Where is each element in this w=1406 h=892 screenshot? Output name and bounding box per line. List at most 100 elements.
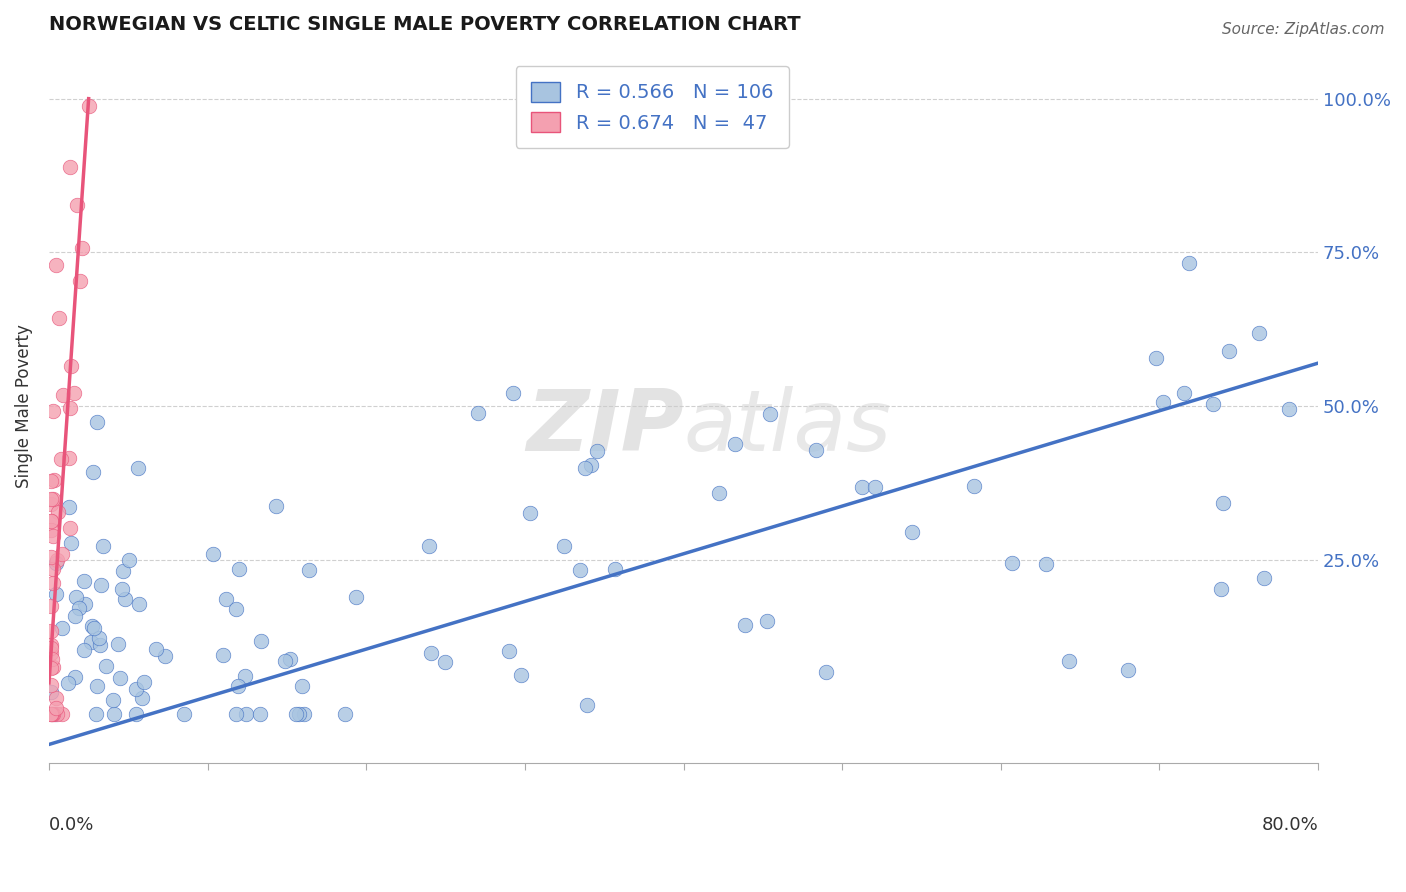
Point xyxy=(39,514,62,528)
Point xyxy=(48,311,70,326)
Point xyxy=(107,637,129,651)
Point xyxy=(1253,571,1275,585)
Point xyxy=(901,525,924,540)
Point xyxy=(39,492,62,507)
Point xyxy=(45,259,67,273)
Point xyxy=(41,652,63,666)
Point xyxy=(124,706,146,721)
Point xyxy=(603,561,626,575)
Text: 80.0%: 80.0% xyxy=(1261,816,1319,834)
Point xyxy=(1173,385,1195,400)
Point xyxy=(65,590,87,604)
Point xyxy=(86,679,108,693)
Point xyxy=(51,451,73,466)
Point xyxy=(39,706,62,721)
Point xyxy=(42,659,65,673)
Point xyxy=(420,646,443,660)
Point xyxy=(77,99,100,113)
Point xyxy=(42,576,65,591)
Point xyxy=(94,659,117,673)
Point xyxy=(39,638,62,652)
Point xyxy=(112,564,135,578)
Point xyxy=(59,160,82,174)
Point xyxy=(1247,326,1270,341)
Point xyxy=(101,693,124,707)
Point xyxy=(586,444,609,458)
Point xyxy=(63,385,86,400)
Point xyxy=(274,654,297,668)
Point xyxy=(1278,401,1301,416)
Point xyxy=(434,656,457,670)
Point xyxy=(574,461,596,475)
Point xyxy=(228,562,250,576)
Point xyxy=(335,706,357,721)
Point xyxy=(114,592,136,607)
Point xyxy=(65,609,87,624)
Point xyxy=(519,507,541,521)
Point xyxy=(110,671,132,685)
Point xyxy=(509,667,531,681)
Point xyxy=(291,679,314,693)
Point xyxy=(39,624,62,639)
Point xyxy=(45,700,67,714)
Text: NORWEGIAN VS CELTIC SINGLE MALE POVERTY CORRELATION CHART: NORWEGIAN VS CELTIC SINGLE MALE POVERTY … xyxy=(49,15,800,34)
Point xyxy=(235,706,257,721)
Point xyxy=(131,690,153,705)
Text: atlas: atlas xyxy=(683,386,891,469)
Point xyxy=(1201,397,1223,411)
Point xyxy=(225,602,247,616)
Point xyxy=(58,450,80,465)
Point xyxy=(118,552,141,566)
Point xyxy=(418,540,440,554)
Point xyxy=(226,679,249,693)
Point xyxy=(553,539,575,553)
Point xyxy=(45,587,67,601)
Point xyxy=(215,591,238,606)
Point xyxy=(51,621,73,635)
Point xyxy=(42,562,65,576)
Point xyxy=(45,556,67,570)
Point xyxy=(39,474,62,488)
Point xyxy=(284,706,307,721)
Point xyxy=(80,635,103,649)
Point xyxy=(73,574,96,588)
Point xyxy=(63,670,86,684)
Point xyxy=(59,359,82,373)
Point xyxy=(70,241,93,255)
Point xyxy=(851,480,873,494)
Point xyxy=(575,698,598,712)
Point xyxy=(498,644,520,658)
Text: ZIP: ZIP xyxy=(526,386,683,469)
Point xyxy=(804,442,827,457)
Point xyxy=(1035,557,1057,571)
Point xyxy=(734,618,756,632)
Point xyxy=(145,642,167,657)
Legend: R = 0.566   N = 106, R = 0.674   N =  47: R = 0.566 N = 106, R = 0.674 N = 47 xyxy=(516,66,789,148)
Point xyxy=(344,590,367,604)
Point xyxy=(173,706,195,721)
Point xyxy=(211,648,233,662)
Point xyxy=(39,523,62,537)
Point xyxy=(69,274,91,288)
Point xyxy=(111,582,134,596)
Text: 0.0%: 0.0% xyxy=(49,816,94,834)
Point xyxy=(709,486,731,500)
Point xyxy=(46,505,69,519)
Point xyxy=(45,690,67,705)
Point xyxy=(225,706,247,721)
Point xyxy=(59,535,82,549)
Point xyxy=(45,553,67,567)
Point xyxy=(51,706,73,721)
Point xyxy=(45,706,67,721)
Point xyxy=(1177,256,1199,270)
Point xyxy=(1212,496,1234,510)
Point xyxy=(1152,395,1174,409)
Point xyxy=(51,547,73,561)
Point xyxy=(298,563,321,577)
Point xyxy=(249,706,271,721)
Point xyxy=(89,638,111,652)
Point xyxy=(39,599,62,613)
Point xyxy=(84,706,107,721)
Point xyxy=(39,706,62,721)
Point xyxy=(66,198,89,212)
